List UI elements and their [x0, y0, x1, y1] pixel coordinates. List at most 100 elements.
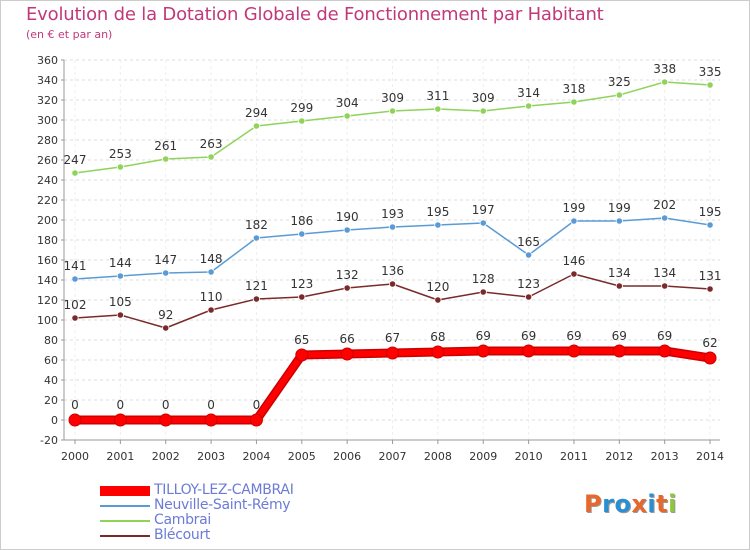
legend-label: Neuville-Saint-Rémy: [154, 497, 291, 513]
data-point: [524, 102, 533, 110]
data-label: 120: [426, 280, 449, 294]
data-point: [479, 107, 487, 115]
data-label: 123: [517, 277, 540, 291]
data-point: [570, 217, 578, 225]
data-label: 132: [336, 268, 359, 282]
data-point: [298, 117, 306, 125]
data-label: 197: [472, 203, 495, 217]
data-point: [343, 226, 351, 234]
data-point: [116, 311, 124, 319]
data-label: 195: [426, 205, 449, 219]
data-label: 195: [699, 205, 722, 219]
data-label: 247: [64, 153, 87, 167]
legend-swatch: [100, 535, 150, 537]
data-point: [386, 346, 400, 360]
data-point: [570, 98, 578, 106]
data-label: 314: [517, 86, 540, 100]
data-point: [388, 107, 397, 115]
data-point: [204, 413, 218, 427]
data-label: 131: [699, 269, 722, 283]
data-point: [703, 351, 717, 365]
data-label: 69: [657, 329, 672, 343]
legend-swatch: [100, 505, 150, 507]
data-point: [71, 314, 79, 322]
legend-item: Cambrai: [100, 512, 360, 528]
y-tick-label: 240: [37, 174, 58, 187]
data-point: [570, 270, 578, 278]
data-label: 325: [608, 75, 631, 89]
data-label: 182: [245, 218, 268, 232]
data-label: 134: [653, 266, 676, 280]
data-point: [252, 122, 261, 130]
data-label: 0: [71, 398, 79, 412]
data-label: 318: [563, 82, 586, 96]
data-point: [162, 324, 170, 332]
data-label: 0: [253, 398, 261, 412]
data-point: [388, 223, 397, 231]
x-tick-label: 2002: [152, 450, 180, 463]
data-label: 0: [117, 398, 125, 412]
data-label: 261: [154, 139, 177, 153]
data-label: 69: [476, 329, 491, 343]
x-tick-label: 2005: [288, 450, 316, 463]
data-point: [298, 230, 306, 238]
data-point: [706, 81, 714, 89]
data-label: 0: [207, 398, 215, 412]
data-label: 148: [200, 252, 223, 266]
legend-label: Blécourt: [154, 527, 211, 543]
data-point: [522, 344, 536, 358]
data-label: 338: [653, 62, 676, 76]
legend-label: TILLOY-LEZ-CAMBRAI: [154, 482, 294, 498]
data-point: [661, 282, 669, 290]
data-label: 147: [154, 253, 177, 267]
data-point: [661, 78, 669, 86]
data-label: 69: [521, 329, 536, 343]
data-point: [343, 112, 351, 120]
data-point: [567, 344, 581, 358]
data-label: 67: [385, 331, 400, 345]
y-tick-label: 340: [37, 74, 58, 87]
data-point: [434, 296, 442, 304]
y-tick-label: 200: [37, 214, 58, 227]
data-label: 263: [200, 137, 223, 151]
legend-item: Blécourt: [100, 527, 360, 543]
data-point: [162, 269, 170, 277]
x-tick-label: 2003: [197, 450, 225, 463]
data-label: 190: [336, 210, 359, 224]
x-tick-label: 2008: [424, 450, 452, 463]
data-label: 146: [563, 254, 586, 268]
data-point: [434, 221, 442, 229]
data-label: 193: [381, 207, 404, 221]
data-label: 102: [64, 298, 87, 312]
data-point: [113, 413, 127, 427]
y-tick-label: 40: [44, 374, 58, 387]
y-tick-label: 100: [37, 314, 58, 327]
y-tick-label: 140: [37, 274, 58, 287]
legend-item: Neuville-Saint-Rémy: [100, 497, 360, 513]
data-point: [615, 217, 623, 225]
data-point: [71, 275, 79, 283]
data-label: 0: [162, 398, 170, 412]
data-label: 199: [563, 201, 586, 215]
y-tick-label: 60: [44, 354, 58, 367]
data-point: [249, 413, 263, 427]
logo-letter: r: [602, 490, 615, 518]
data-label: 311: [426, 89, 449, 103]
data-point: [116, 163, 124, 171]
data-point: [252, 234, 261, 242]
x-tick-label: 2004: [242, 450, 270, 463]
data-point: [658, 344, 672, 358]
data-point: [340, 347, 354, 361]
data-point: [706, 221, 714, 229]
data-label: 134: [608, 266, 631, 280]
y-tick-label: 220: [37, 194, 58, 207]
x-tick-label: 2007: [379, 450, 407, 463]
chart-subtitle: (en € et par an): [26, 28, 113, 41]
x-tick-label: 2013: [651, 450, 679, 463]
y-tick-label: 300: [37, 114, 58, 127]
x-tick-label: 2006: [333, 450, 361, 463]
data-label: 121: [245, 279, 268, 293]
data-label: 186: [290, 214, 313, 228]
data-label: 65: [294, 333, 309, 347]
